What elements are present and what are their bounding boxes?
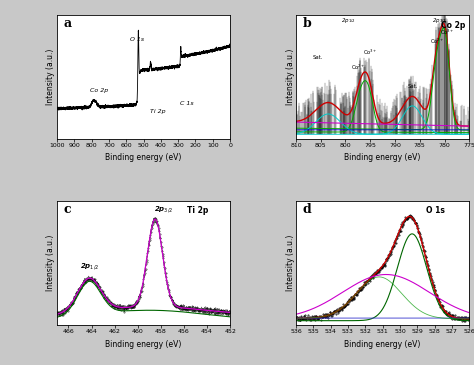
Text: a: a [64,17,72,30]
Text: 2p$_{1/2}$: 2p$_{1/2}$ [341,17,356,25]
X-axis label: Binding energy (eV): Binding energy (eV) [105,153,182,162]
Text: C 1s: C 1s [180,101,193,106]
Text: O 1s: O 1s [130,37,145,42]
Text: c: c [64,203,72,216]
Text: Co$^{2+}$: Co$^{2+}$ [350,63,365,72]
Text: Co$^{2+}$: Co$^{2+}$ [430,36,445,46]
Text: Ti 2p: Ti 2p [187,206,208,215]
Text: O 1s: O 1s [426,206,445,215]
Text: Co$^{3+}$: Co$^{3+}$ [439,27,455,37]
Y-axis label: Intensity (a.u.): Intensity (a.u.) [286,235,295,291]
Text: Sat.: Sat. [407,84,418,89]
Text: Co$^{3+}$: Co$^{3+}$ [363,47,378,57]
X-axis label: Binding energy (eV): Binding energy (eV) [345,339,421,349]
Y-axis label: Intensity (a.u.): Intensity (a.u.) [286,49,295,105]
Text: b: b [303,17,312,30]
Y-axis label: Intensity (a.u.): Intensity (a.u.) [46,235,55,291]
Text: Sat.: Sat. [313,55,323,60]
Text: Co 2p: Co 2p [441,21,466,30]
Text: 2p$_{3/2}$: 2p$_{3/2}$ [432,17,447,25]
X-axis label: Binding energy (eV): Binding energy (eV) [345,153,421,162]
Text: d: d [303,203,312,216]
Text: 2p$_{1/2}$: 2p$_{1/2}$ [80,261,99,272]
X-axis label: Binding energy (eV): Binding energy (eV) [105,339,182,349]
Y-axis label: Intensity (a.u.): Intensity (a.u.) [46,49,55,105]
Text: 2p$_{3/2}$: 2p$_{3/2}$ [154,204,173,215]
Text: Co 2p: Co 2p [90,88,108,93]
Text: Ti 2p: Ti 2p [150,109,165,114]
